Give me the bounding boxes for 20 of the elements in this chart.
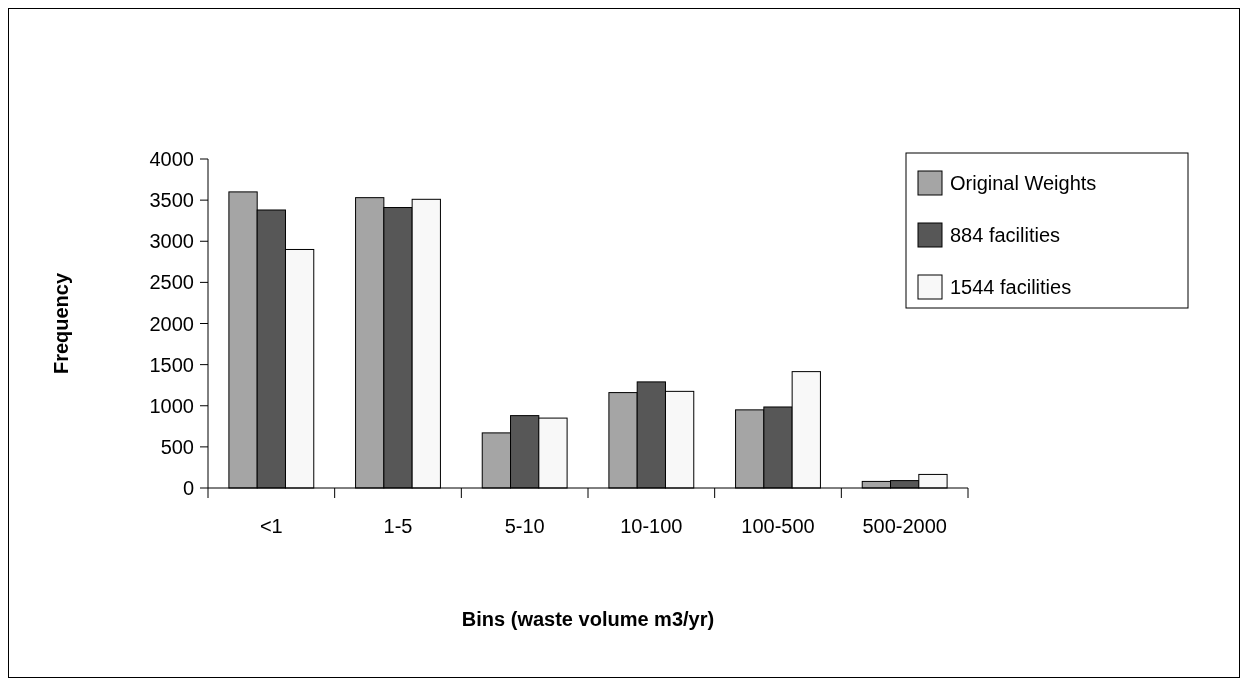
y-axis-title: Frequency xyxy=(50,272,72,375)
y-tick-label: 2000 xyxy=(149,312,194,335)
y-tick-label: 1000 xyxy=(149,394,194,417)
y-tick-label: 3000 xyxy=(149,230,194,253)
x-tick-label: 10-100 xyxy=(620,515,683,537)
legend-label: 884 facilities xyxy=(950,224,1061,246)
y-tick-label: 3500 xyxy=(149,189,194,212)
x-axis-title: Bins (waste volume m3/yr) xyxy=(461,608,715,630)
x-tick-label: 5-10 xyxy=(504,515,545,537)
x-tick-label: 100-500 xyxy=(741,515,815,537)
y-tick-label: 4000 xyxy=(149,148,194,170)
x-tick-label: 1-5 xyxy=(383,515,413,537)
legend-label: 1544 facilities xyxy=(950,276,1072,298)
y-tick-label: 500 xyxy=(160,435,194,458)
legend-label: Original Weights xyxy=(950,172,1097,194)
y-tick-label: 2500 xyxy=(149,271,194,294)
y-tick-label: 0 xyxy=(182,477,194,499)
y-tick-label: 1500 xyxy=(149,353,194,376)
x-tick-label: <1 xyxy=(259,515,283,537)
x-tick-label: 500-2000 xyxy=(862,515,947,537)
